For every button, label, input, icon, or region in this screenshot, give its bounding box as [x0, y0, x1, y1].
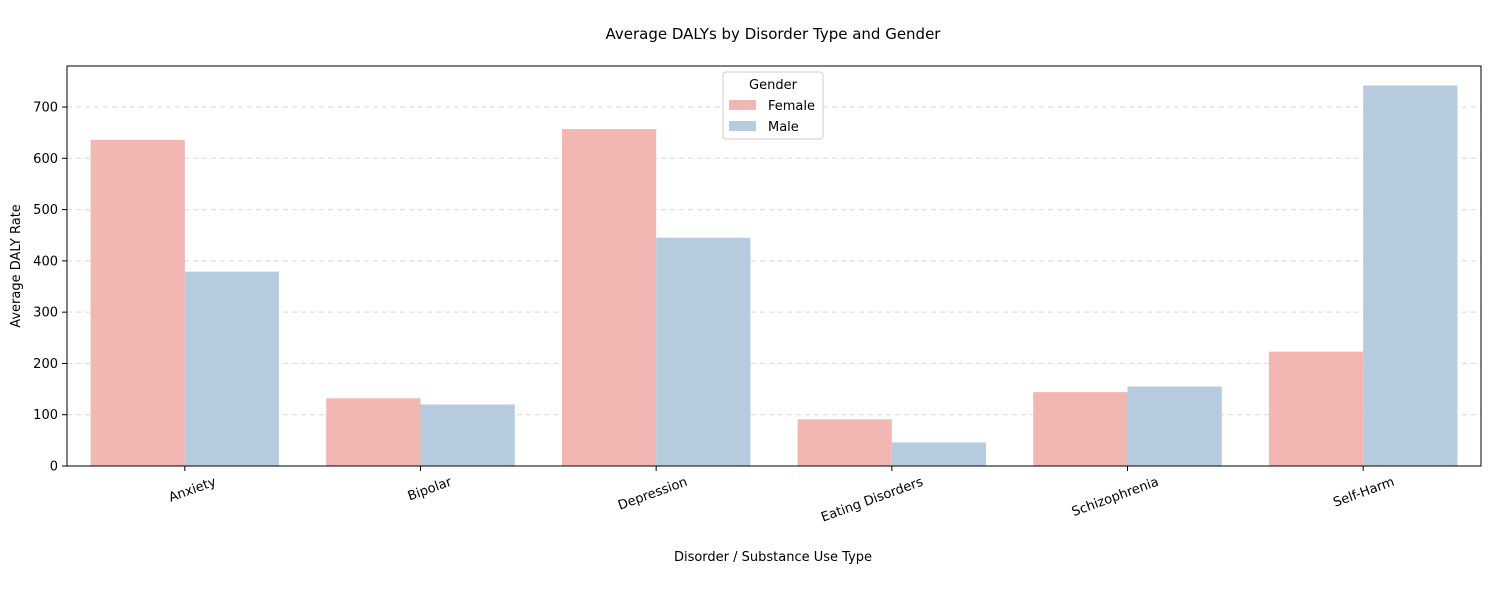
y-tick-label: 0: [50, 460, 58, 475]
y-tick-label: 100: [33, 408, 58, 423]
chart-title: Average DALYs by Disorder Type and Gende…: [606, 25, 942, 43]
bar-male-bipolar: [420, 404, 515, 466]
y-tick-label: 500: [33, 203, 58, 218]
y-axis-label: Average DALY Rate: [9, 204, 24, 328]
bar-male-self-harm: [1363, 85, 1458, 466]
x-axis-label: Disorder / Substance Use Type: [674, 550, 872, 565]
x-tick-label: Eating Disorders: [819, 475, 925, 526]
bar-female-self-harm: [1268, 351, 1364, 466]
x-tick-label: Schizophrenia: [1070, 475, 1161, 520]
y-tick-label: 700: [33, 101, 58, 116]
y-tick-label: 300: [33, 306, 58, 321]
legend: Gender Female Male: [722, 71, 824, 140]
x-tick-label: Self-Harm: [1331, 475, 1396, 511]
bar-female-schizophrenia: [1033, 392, 1128, 466]
plot-frame: [66, 65, 1482, 467]
x-tick-label: Anxiety: [167, 475, 219, 506]
bar-male-eating-disorders: [891, 442, 987, 466]
bar-female-anxiety: [90, 139, 185, 466]
x-axis-ticks: Anxiety Bipolar Depression Eating Disorders…: [167, 466, 1397, 525]
x-tick-label: Depression: [616, 475, 689, 514]
legend-label-female: Female: [768, 99, 815, 114]
bar-male-schizophrenia: [1127, 386, 1222, 466]
y-tick-label: 600: [33, 152, 58, 167]
bar-female-depression: [561, 129, 657, 467]
bar-male-anxiety: [184, 271, 280, 466]
y-axis-ticks: 0 100 200 300 400 500 600 700: [33, 101, 67, 475]
bars: [90, 85, 1458, 467]
legend-title: Gender: [749, 78, 798, 93]
bar-female-eating-disorders: [797, 419, 892, 466]
bar-female-bipolar: [326, 398, 421, 466]
legend-label-male: Male: [768, 120, 799, 135]
y-tick-label: 400: [33, 254, 58, 269]
legend-swatch-female: [729, 100, 756, 110]
y-tick-label: 200: [33, 357, 58, 372]
bar-male-depression: [656, 237, 751, 466]
legend-swatch-male: [729, 121, 756, 131]
x-tick-label: Bipolar: [406, 474, 455, 504]
